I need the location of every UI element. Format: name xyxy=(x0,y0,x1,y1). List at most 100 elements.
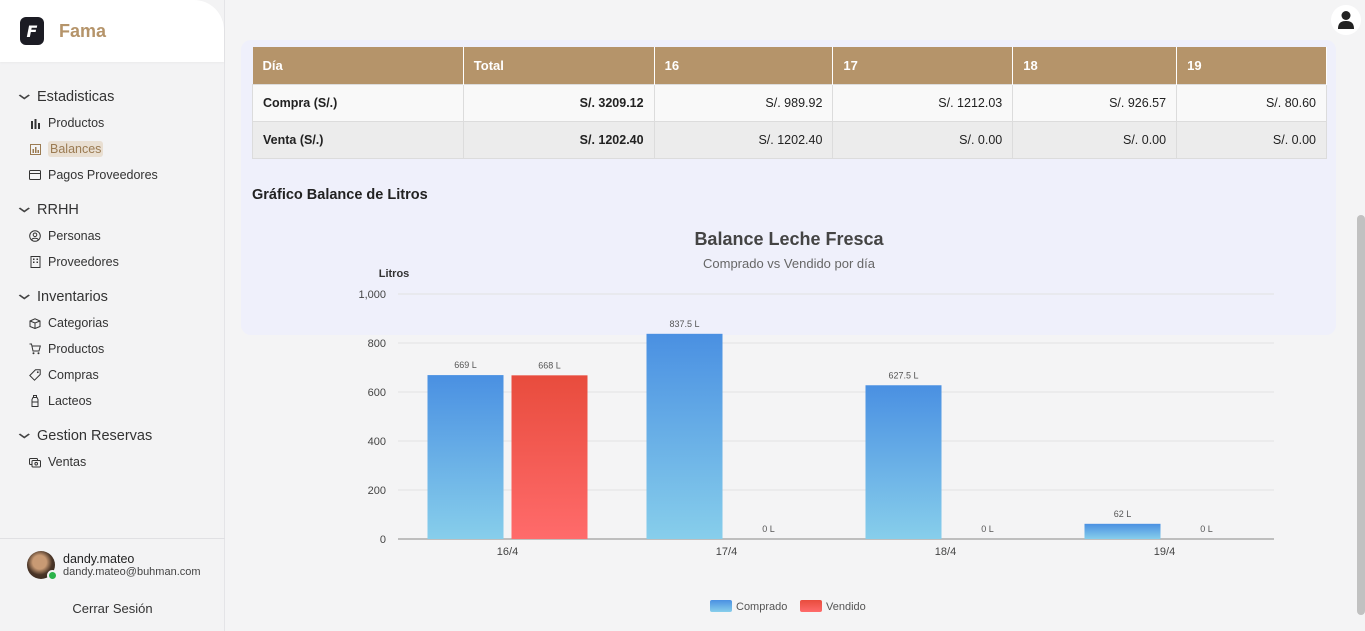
y-tick-label: 200 xyxy=(368,485,386,497)
tag-icon xyxy=(29,369,41,381)
x-tick-label: 19/4 xyxy=(1154,546,1175,558)
person-circle-icon xyxy=(29,230,41,242)
balance-table: Día Total 16 17 18 19 Compra (S/.) S/. 3… xyxy=(252,47,1327,159)
chart-box-icon xyxy=(29,143,41,155)
y-tick-label: 400 xyxy=(368,436,386,448)
nav-section: Estadisticas Productos Balances Pagos Prove… xyxy=(0,84,225,188)
y-tick-label: 0 xyxy=(380,534,386,546)
chevron-down-icon xyxy=(18,431,32,441)
user-row: dandy.mateo dandy.mateo@buhman.com xyxy=(0,551,225,581)
chart-subtitle: Comprado vs Vendido por día xyxy=(703,256,876,271)
legend-label: Vendido xyxy=(826,601,866,613)
chevron-down-icon xyxy=(18,292,32,302)
sidebar-item[interactable]: Lacteos xyxy=(0,388,225,414)
building-icon xyxy=(29,256,41,268)
sidebar-item[interactable]: Ventas xyxy=(0,449,225,475)
data-label: 668 L xyxy=(538,360,561,370)
y-tick-label: 1,000 xyxy=(358,289,386,301)
sidebar-item[interactable]: Categorias xyxy=(0,310,225,336)
brand-name[interactable]: Fama xyxy=(59,20,107,41)
x-tick-label: 18/4 xyxy=(935,546,956,558)
table-row: Compra (S/.) S/. 3209.12 S/. 989.92 S/. … xyxy=(252,83,1327,122)
header-day-17: 17 xyxy=(832,47,1014,84)
sidebar-nav: Estadisticas Productos Balances Pagos Prove… xyxy=(0,84,225,484)
data-label: 837.5 L xyxy=(669,319,699,329)
user-texts: dandy.mateo dandy.mateo@buhman.com xyxy=(63,552,201,578)
chart-title: Balance Leche Fresca xyxy=(694,229,884,249)
table-cell: S/. 0.00 xyxy=(1012,120,1178,159)
sidebar-item[interactable]: Balances xyxy=(0,136,225,162)
bar-comprado xyxy=(427,375,504,539)
legend-label: Comprado xyxy=(736,601,787,613)
chevron-down-icon xyxy=(18,92,32,102)
header-dia: Día xyxy=(252,47,464,84)
sidebar-item[interactable]: Personas xyxy=(0,223,225,249)
bar-comprado xyxy=(1084,523,1161,539)
boxes-icon xyxy=(29,317,41,329)
data-label: 0 L xyxy=(762,524,775,534)
sidebar-item[interactable]: Productos xyxy=(0,336,225,362)
table-cell: S/. 1212.03 xyxy=(832,83,1014,122)
row-label-compra: Compra (S/.) xyxy=(252,83,464,122)
sidebar-item-label: Productos xyxy=(48,342,105,356)
brand-logo[interactable]: F xyxy=(20,17,44,45)
bar-comprado xyxy=(865,385,942,539)
table-cell: S/. 0.00 xyxy=(1176,120,1327,159)
nav-section: Inventarios Categorias Productos Compras Lac… xyxy=(0,284,225,414)
nav-section-header[interactable]: Gestion Reservas xyxy=(0,423,225,449)
y-tick-label: 800 xyxy=(368,338,386,350)
table-cell: S/. 926.57 xyxy=(1012,83,1178,122)
brand-header: F Fama xyxy=(0,0,224,62)
table-row: Venta (S/.) S/. 1202.40 S/. 1202.40 S/. … xyxy=(252,120,1327,159)
sidebar-item[interactable]: Pagos Proveedores xyxy=(0,162,225,188)
user-panel: dandy.mateo dandy.mateo@buhman.com Cerra… xyxy=(0,538,225,616)
scrollbar[interactable] xyxy=(1357,0,1365,631)
sidebar-item-label: Pagos Proveedores xyxy=(48,168,158,182)
legend-swatch xyxy=(800,600,822,612)
cart-icon xyxy=(29,343,41,355)
coins-icon xyxy=(29,456,41,468)
sidebar-item-label: Ventas xyxy=(48,455,87,469)
avatar[interactable] xyxy=(27,551,58,581)
bar-comprado xyxy=(646,333,723,539)
table-cell: S/. 0.00 xyxy=(832,120,1014,159)
sidebar-item[interactable]: Compras xyxy=(0,362,225,388)
sidebar-item-label: Categorias xyxy=(48,316,109,330)
chart-section-title: Gráfico Balance de Litros xyxy=(252,187,428,203)
nav-section-header[interactable]: Estadisticas xyxy=(0,84,225,110)
sidebar-item-label: Personas xyxy=(48,229,101,243)
nav-section-title: Estadisticas xyxy=(37,89,115,105)
y-axis-label: Litros xyxy=(379,268,410,280)
nav-section: Gestion Reservas Ventas xyxy=(0,423,225,475)
y-tick-label: 600 xyxy=(368,387,386,399)
row-label-venta: Venta (S/.) xyxy=(252,120,464,159)
scroll-thumb[interactable] xyxy=(1357,215,1365,615)
cell-total-venta: S/. 1202.40 xyxy=(462,120,655,159)
table-cell: S/. 80.60 xyxy=(1176,83,1327,122)
nav-section-header[interactable]: RRHH xyxy=(0,197,225,223)
sidebar-item[interactable]: Productos xyxy=(0,110,225,136)
sidebar-item[interactable]: Proveedores xyxy=(0,249,225,275)
sidebar-item-label: Balances xyxy=(48,141,104,157)
data-label: 0 L xyxy=(1200,524,1213,534)
user-icon xyxy=(1338,11,1354,29)
bottle-icon xyxy=(29,395,41,407)
header-day-19: 19 xyxy=(1176,47,1327,84)
nav-section-title: RRHH xyxy=(37,202,79,218)
data-label: 627.5 L xyxy=(888,370,918,380)
sidebar-item-label: Lacteos xyxy=(48,394,92,408)
nav-section-title: Gestion Reservas xyxy=(37,428,153,444)
header-day-16: 16 xyxy=(654,47,834,84)
sidebar-item-label: Compras xyxy=(48,368,99,382)
x-tick-label: 17/4 xyxy=(716,546,737,558)
nav-section: RRHH Personas Proveedores xyxy=(0,197,225,275)
sidebar-item-label: Productos xyxy=(48,116,105,130)
bar-chart-icon xyxy=(29,117,41,129)
balance-chart: Balance Leche Fresca Comprado vs Vendido … xyxy=(358,229,1274,613)
data-label: 669 L xyxy=(454,360,477,370)
header-day-18: 18 xyxy=(1012,47,1178,84)
account-button[interactable] xyxy=(1331,5,1361,35)
nav-section-header[interactable]: Inventarios xyxy=(0,284,225,310)
table-cell: S/. 989.92 xyxy=(653,83,834,122)
logout-button[interactable]: Cerrar Sesión xyxy=(72,601,153,616)
